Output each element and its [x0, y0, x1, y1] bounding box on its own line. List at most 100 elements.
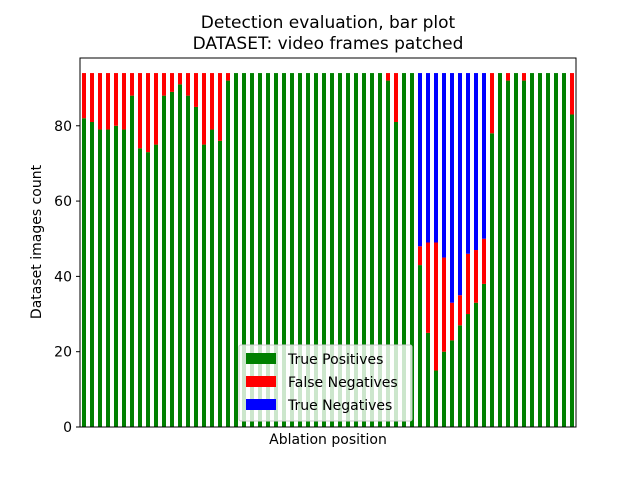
legend-frame — [238, 344, 413, 422]
bar-segment-false-negatives-38 — [386, 73, 390, 81]
bar-segment-false-negatives-43 — [426, 242, 430, 333]
x-axis-label: Ablation position — [269, 432, 387, 448]
legend: True Positives False Negatives True Nega… — [238, 344, 413, 422]
bar-segment-false-negatives-55 — [522, 73, 526, 81]
legend-swatch-true-positives — [246, 353, 276, 364]
bar-segment-true-positives-13 — [186, 95, 190, 428]
bar-segment-true-positives-33 — [346, 73, 350, 427]
y-axis-ticks: 0 20 40 60 80 — [54, 119, 80, 436]
bar-segment-true-positives-44 — [434, 370, 438, 427]
bar-segment-false-negatives-47 — [458, 295, 462, 326]
bar-segment-false-negatives-4 — [114, 73, 118, 126]
chart-title: Detection evaluation, bar plot — [201, 13, 456, 33]
bar-segment-true-positives-40 — [402, 73, 406, 427]
bar-segment-false-negatives-16 — [210, 73, 214, 130]
bar-segment-true-positives-18 — [226, 80, 230, 427]
legend-swatch-true-negatives — [246, 399, 276, 410]
bar-segment-true-positives-12 — [178, 84, 182, 428]
bar-segment-true-negatives-50 — [482, 73, 486, 239]
bar-segment-true-positives-47 — [458, 325, 462, 427]
bar-segment-false-negatives-46 — [450, 302, 454, 341]
bar-segment-false-negatives-49 — [474, 250, 478, 303]
bar-segment-false-negatives-13 — [186, 73, 190, 96]
bar-segment-true-positives-1 — [90, 122, 94, 427]
bar-segment-true-negatives-47 — [458, 73, 462, 296]
bar-segment-true-positives-39 — [394, 122, 398, 427]
bar-segment-false-negatives-8 — [146, 73, 150, 153]
bar-segment-true-positives-7 — [138, 148, 142, 427]
bar-segment-true-positives-10 — [162, 95, 166, 428]
bar-segment-true-positives-29 — [314, 73, 318, 427]
bar-segment-true-negatives-43 — [426, 73, 430, 243]
bar-segment-true-positives-35 — [362, 73, 366, 427]
bar-segment-true-positives-36 — [370, 73, 374, 427]
bar-segment-false-negatives-2 — [98, 73, 102, 130]
bar-segment-true-positives-8 — [146, 152, 150, 427]
bar-segment-true-positives-30 — [322, 73, 326, 427]
y-tick-label-0: 0 — [63, 420, 72, 436]
bar-segment-false-negatives-0 — [82, 73, 86, 119]
bar-segment-false-negatives-12 — [178, 73, 182, 85]
bar-segment-true-positives-21 — [250, 73, 254, 427]
bar-segment-true-positives-37 — [378, 73, 382, 427]
bar-segment-true-positives-59 — [554, 73, 558, 427]
bar-segment-true-positives-28 — [306, 73, 310, 427]
bar-segment-true-positives-46 — [450, 340, 454, 427]
bar-segment-false-negatives-11 — [170, 73, 174, 92]
bar-segment-true-positives-50 — [482, 283, 486, 427]
bar-segment-true-positives-20 — [242, 73, 246, 427]
bar-segment-true-positives-31 — [330, 73, 334, 427]
bar-segment-true-positives-54 — [514, 73, 518, 427]
y-tick-label-20: 20 — [54, 345, 72, 361]
bar-segment-true-positives-19 — [234, 73, 238, 427]
y-axis-label: Dataset images count — [29, 164, 45, 319]
bar-segment-true-negatives-42 — [418, 73, 422, 247]
bar-segment-false-negatives-50 — [482, 238, 486, 284]
bar-segment-true-positives-43 — [426, 332, 430, 427]
bar-segment-true-positives-58 — [546, 73, 550, 427]
bar-segment-false-negatives-45 — [442, 257, 446, 352]
bar-segment-false-negatives-3 — [106, 73, 110, 130]
bar-segment-true-positives-0 — [82, 118, 86, 428]
legend-label-true-positives: True Positives — [287, 352, 383, 368]
bar-segment-true-positives-3 — [106, 129, 110, 428]
bar-segment-true-negatives-49 — [474, 73, 478, 251]
bar-segment-true-positives-25 — [282, 73, 286, 427]
bar-segment-true-negatives-46 — [450, 73, 454, 303]
bar-segment-true-positives-4 — [114, 125, 118, 427]
bar-segment-true-positives-15 — [202, 144, 206, 427]
bar-segment-true-positives-48 — [466, 314, 470, 427]
bar-segment-true-positives-42 — [418, 265, 422, 427]
bar-segment-true-positives-32 — [338, 73, 342, 427]
bar-segment-false-negatives-42 — [418, 246, 422, 266]
y-tick-label-80: 80 — [54, 119, 72, 135]
bar-segment-true-positives-55 — [522, 80, 526, 427]
bars-group — [82, 73, 574, 428]
bar-segment-false-negatives-10 — [162, 73, 166, 96]
bar-segment-true-positives-22 — [258, 73, 262, 427]
bar-segment-false-negatives-61 — [570, 73, 574, 115]
bar-segment-true-positives-34 — [354, 73, 358, 427]
bar-segment-true-positives-52 — [498, 73, 502, 427]
bar-segment-true-positives-56 — [530, 73, 534, 427]
bar-segment-true-positives-14 — [194, 106, 198, 427]
bar-segment-true-positives-41 — [410, 73, 414, 427]
bar-segment-false-negatives-5 — [122, 73, 126, 130]
bar-segment-false-negatives-44 — [434, 242, 438, 371]
bar-segment-false-negatives-1 — [90, 73, 94, 123]
bar-segment-true-positives-16 — [210, 129, 214, 428]
legend-label-true-negatives: True Negatives — [287, 398, 392, 414]
bar-segment-false-negatives-17 — [218, 73, 222, 141]
legend-label-false-negatives: False Negatives — [288, 375, 398, 391]
bar-segment-true-positives-57 — [538, 73, 542, 427]
bar-segment-true-positives-9 — [154, 144, 158, 427]
bar-segment-true-negatives-44 — [434, 73, 438, 243]
bar-segment-true-positives-51 — [490, 133, 494, 427]
bar-segment-true-negatives-48 — [466, 73, 470, 254]
bar-segment-true-positives-11 — [170, 91, 174, 427]
bar-segment-false-negatives-6 — [130, 73, 134, 96]
bar-segment-false-negatives-14 — [194, 73, 198, 107]
bar-segment-false-negatives-7 — [138, 73, 142, 149]
chart-subtitle: DATASET: video frames patched — [193, 34, 464, 54]
